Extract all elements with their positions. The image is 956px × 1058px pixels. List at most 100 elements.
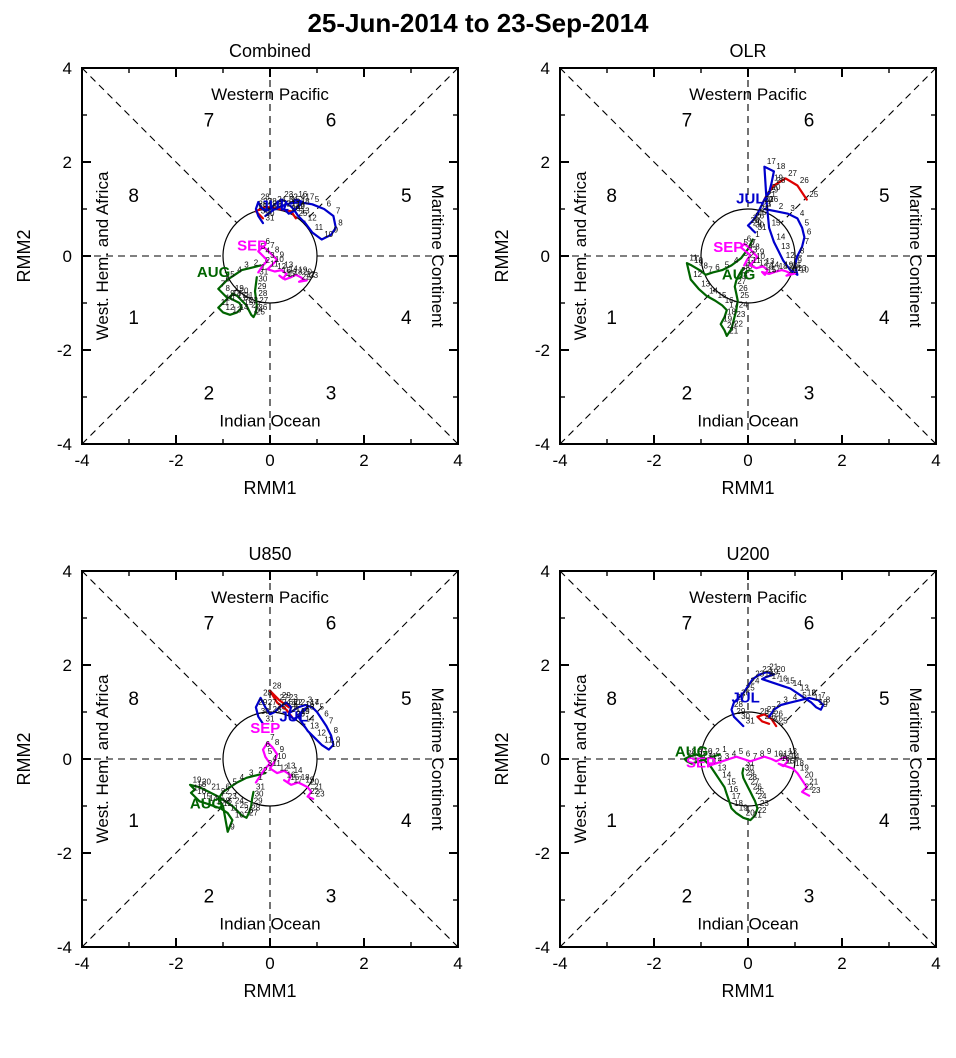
day-label: 16 (725, 296, 734, 305)
day-label: 13 (310, 721, 319, 730)
x-tick-label: -4 (74, 954, 89, 973)
day-label: 7 (708, 265, 713, 274)
day-label: 26 (244, 806, 253, 815)
day-label: 9 (336, 735, 341, 744)
region-label-top: Western Pacific (211, 588, 329, 607)
day-label: 26 (741, 688, 750, 697)
y-axis-label: RMM2 (14, 733, 34, 786)
x-tick-label: 2 (359, 954, 368, 973)
day-label: 29 (736, 707, 745, 716)
month-label-aug: AUG (197, 264, 230, 281)
day-label: 17 (729, 301, 738, 310)
day-label: 29 (258, 202, 267, 211)
day-label: 6 (226, 275, 231, 284)
region-label-bottom: Indian Ocean (697, 412, 798, 431)
phase-number: 7 (682, 614, 693, 635)
day-label: 9 (280, 745, 285, 754)
day-label: 18 (305, 703, 314, 712)
phase-number: 6 (326, 614, 337, 635)
day-label: 27 (263, 197, 272, 206)
day-label: 12 (786, 251, 795, 260)
y-axis-label: RMM2 (14, 230, 34, 283)
day-label: 30 (772, 714, 781, 723)
day-label: 20 (776, 665, 785, 674)
day-label: 11 (324, 735, 333, 744)
day-label: 23 (762, 200, 771, 209)
day-label: 11 (752, 256, 761, 265)
phase-divider-lines (81, 570, 459, 948)
day-label: 9 (699, 259, 704, 268)
day-label: 28 (734, 700, 743, 709)
trajectory-jul (730, 671, 825, 728)
day-label: 10 (331, 740, 340, 749)
day-label: 2 (715, 747, 720, 756)
day-label: 3 (289, 195, 294, 204)
day-label: 2 (301, 698, 306, 707)
day-label: 24 (760, 204, 769, 213)
day-label: 16 (197, 787, 206, 796)
day-label: 2 (751, 240, 756, 249)
region-label-bottom: Indian Ocean (219, 915, 320, 934)
day-label: 28 (739, 271, 748, 280)
y-tick-label: -4 (57, 938, 72, 957)
day-label: 28 (261, 193, 270, 202)
phase-number: 4 (879, 308, 890, 329)
day-label: 28 (776, 176, 785, 185)
day-label: 12 (807, 688, 816, 697)
day-label: 22 (302, 272, 311, 281)
day-label: 1 (263, 256, 268, 265)
day-label: 6 (327, 200, 332, 209)
region-label-top: Western Pacific (211, 85, 329, 104)
panel-u850: U850 1 2 3 4 5 6 7 8 Western Pacific Indian Ocean W… (0, 541, 478, 1044)
day-label: 27 (736, 693, 745, 702)
day-label: 1 (711, 757, 716, 766)
day-label: 11 (793, 261, 802, 270)
region-label-top: Western Pacific (689, 588, 807, 607)
day-label: 9 (767, 747, 772, 756)
trajectory-jul (254, 696, 335, 751)
day-label: 1 (755, 230, 760, 239)
day-label: 26 (753, 782, 762, 791)
day-label: 5 (739, 747, 744, 756)
month-label-jul: JUL (261, 197, 289, 214)
day-label: 11 (270, 260, 279, 269)
day-label: 16 (298, 190, 307, 199)
month-label-jul: JUL (731, 690, 759, 707)
day-label: 21 (729, 326, 738, 335)
x-tick-label: -4 (552, 451, 567, 470)
phase-number: 3 (804, 383, 815, 404)
day-label: 16 (769, 195, 778, 204)
day-label: 19 (774, 174, 783, 183)
x-tick-label: 4 (453, 451, 462, 470)
day-label: 23 (760, 799, 769, 808)
phase-number: 8 (128, 689, 139, 710)
day-label: 14 (722, 771, 731, 780)
day-label: 29 (753, 218, 762, 227)
trajectory-jul (746, 165, 806, 276)
day-label: 7 (221, 279, 226, 288)
day-label: 7 (805, 237, 810, 246)
day-label: 18 (795, 759, 804, 768)
day-label: 15 (786, 677, 795, 686)
day-label: 19 (723, 315, 732, 324)
panel-u200: U200 1 2 3 4 5 6 7 8 Western Pacific Indian Ocean W… (478, 541, 956, 1044)
day-label: 2 (263, 766, 268, 775)
day-label: 21 (306, 270, 315, 279)
day-label: 12 (277, 262, 286, 271)
day-label: 8 (704, 262, 709, 271)
day-label: 10 (226, 294, 235, 303)
day-label: 10 (694, 256, 703, 265)
day-label: 10 (235, 811, 244, 820)
day-label: 28 (258, 289, 267, 298)
day-label: 17 (310, 698, 319, 707)
day-label: 13 (701, 279, 710, 288)
unit-circle (700, 711, 796, 807)
day-label: 12 (317, 728, 326, 737)
day-label: 27 (753, 214, 762, 223)
day-label: 16 (729, 785, 738, 794)
day-label: 7 (270, 241, 275, 250)
day-label: 20 (202, 778, 211, 787)
phase-number: 3 (326, 886, 337, 907)
day-label: 6 (689, 752, 694, 761)
day-label: 15 (244, 298, 253, 307)
